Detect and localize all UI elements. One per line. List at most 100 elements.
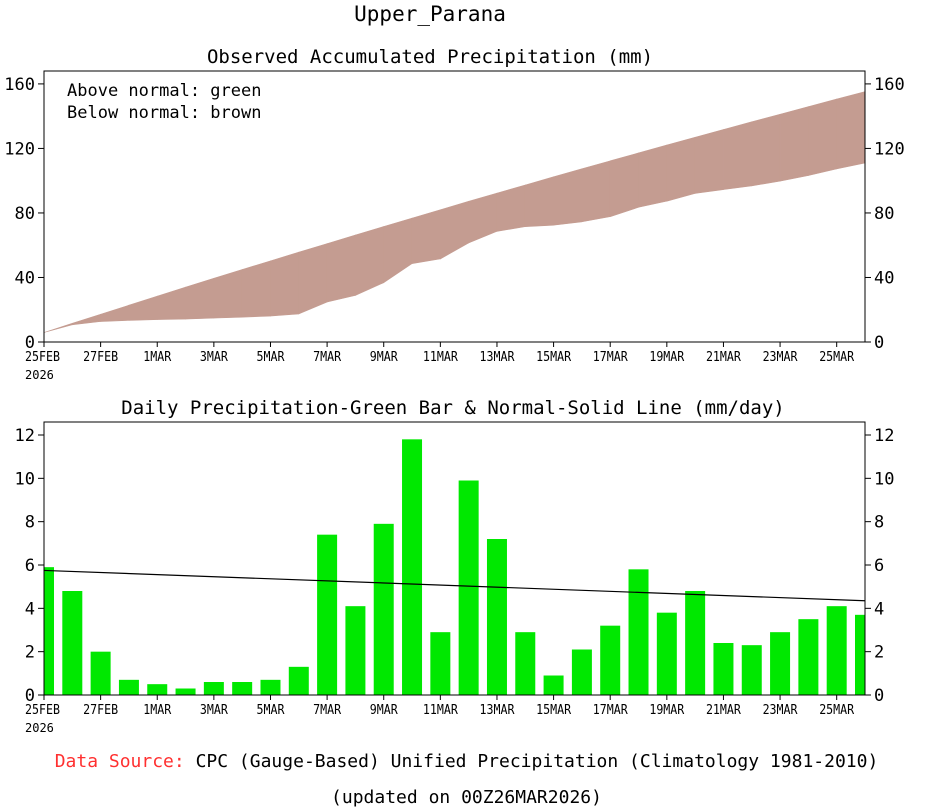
below-normal-area xyxy=(581,160,611,223)
daily-precip-bar xyxy=(62,591,83,695)
daily-precip-bar xyxy=(175,688,196,695)
daily-plot-area: 0 0 2 2 4 4 6 6 8 8 10 10 12 12 25FEB 27FEB 1MAR 3MAR 5MAR… xyxy=(15,421,894,718)
y-tick-label-right: 160 xyxy=(874,75,905,95)
normal-line xyxy=(43,569,866,602)
y-tick-label-right: 80 xyxy=(874,204,894,224)
y-tick-label-left: 80 xyxy=(15,204,35,224)
y-tick-label-left: 6 xyxy=(25,556,35,576)
below-normal-area xyxy=(808,98,837,176)
accumulated-plot-area: 0 0 40 40 80 80 120 120 160 160 25FEB 27FEB 1MAR 3MAR… xyxy=(4,70,905,365)
x-tick-label: 25FEB xyxy=(25,350,60,365)
daily-precip-bar xyxy=(486,539,507,695)
daily-precip-bar xyxy=(458,480,479,695)
y-tick-label-right: 4 xyxy=(874,599,884,619)
below-normal-area xyxy=(553,168,583,226)
y-tick-label-left: 2 xyxy=(25,643,35,663)
y-tick-label-left: 0 xyxy=(25,333,35,353)
daily-precip-bar xyxy=(855,614,865,695)
figure-title: Upper_Parana xyxy=(354,2,506,26)
below-normal-area xyxy=(638,144,668,208)
data-source-line: Data Source: CPC (Gauge-Based) Unified P… xyxy=(0,751,933,772)
daily-precip-bar xyxy=(232,682,253,695)
updated-line: (updated on 00Z26MAR2026) xyxy=(331,787,602,808)
daily-chart-title: Daily Precipitation-Green Bar & Normal-S… xyxy=(121,397,784,419)
y-tick-label-left: 120 xyxy=(4,139,35,159)
below-normal-area xyxy=(609,152,639,218)
daily-precip-bar xyxy=(571,649,592,695)
y-tick-label-right: 8 xyxy=(874,513,884,533)
daily-precip-bar xyxy=(317,534,338,695)
below-normal-area xyxy=(326,234,356,303)
daily-precip-bar xyxy=(430,632,451,695)
daily-precip-bar xyxy=(118,679,139,695)
x-tick-label: 25FEB xyxy=(25,703,60,718)
below-normal-area xyxy=(298,243,328,315)
daily-precip-bar xyxy=(543,675,564,695)
x-tick-label: 13MAR xyxy=(479,350,514,365)
x-tick-label: 21MAR xyxy=(706,703,741,718)
below-normal-area xyxy=(666,136,696,202)
below-normal-area xyxy=(213,269,243,319)
x-tick-label: 15MAR xyxy=(536,350,571,365)
x-year-label: 2026 xyxy=(25,368,54,382)
accumulated-chart-title: Observed Accumulated Precipitation (mm) xyxy=(207,46,653,68)
daily-precip-bar xyxy=(345,606,366,695)
x-tick-label: 13MAR xyxy=(479,703,514,718)
x-tick-label: 27FEB xyxy=(83,350,118,365)
below-normal-area xyxy=(156,286,186,320)
daily-precip-bar xyxy=(798,619,819,695)
daily-precip-bar xyxy=(628,569,649,695)
below-normal-area xyxy=(440,200,469,260)
daily-precip-bar xyxy=(713,643,734,695)
below-normal-area xyxy=(383,217,413,284)
below-normal-area xyxy=(751,113,781,187)
y-tick-label-left: 4 xyxy=(25,599,35,619)
daily-precip-bar xyxy=(90,651,111,695)
y-tick-label-right: 2 xyxy=(874,643,884,663)
x-tick-label: 17MAR xyxy=(593,350,628,365)
daily-precip-bar xyxy=(600,625,621,695)
x-year-label: 2026 xyxy=(25,721,54,735)
x-tick-label: 3MAR xyxy=(200,703,228,718)
daily-precip-bar xyxy=(402,439,423,695)
below-normal-area xyxy=(241,260,271,318)
x-tick-label: 3MAR xyxy=(200,350,228,365)
daily-precip-bar xyxy=(515,632,536,695)
below-normal-area xyxy=(355,226,385,296)
below-normal-area xyxy=(694,129,724,194)
x-tick-label: 21MAR xyxy=(706,350,741,365)
accumulated-chart: Observed Accumulated Precipitation (mm) … xyxy=(4,46,904,382)
below-normal-area xyxy=(836,91,866,170)
daily-precip-bar xyxy=(147,684,168,695)
legend-above-normal: Above normal: green xyxy=(67,81,261,101)
data-source-label: Data Source: xyxy=(54,751,185,772)
x-tick-label: 11MAR xyxy=(423,703,458,718)
x-tick-label: 23MAR xyxy=(763,703,798,718)
x-tick-label: 25MAR xyxy=(819,350,854,365)
below-normal-area xyxy=(411,209,441,264)
data-source-text: CPC (Gauge-Based) Unified Precipitation … xyxy=(184,751,879,772)
y-tick-label-right: 40 xyxy=(874,268,894,288)
x-tick-label: 23MAR xyxy=(763,350,798,365)
y-tick-label-left: 10 xyxy=(15,469,35,489)
x-tick-label: 5MAR xyxy=(256,703,284,718)
y-tick-label-left: 160 xyxy=(4,75,35,95)
daily-precip-bar xyxy=(288,666,309,695)
x-tick-label: 27FEB xyxy=(83,703,118,718)
y-tick-label-right: 120 xyxy=(874,139,905,159)
daily-precip-bar xyxy=(44,567,54,695)
below-normal-area xyxy=(72,313,101,326)
y-tick-label-left: 0 xyxy=(25,686,35,706)
x-tick-label: 15MAR xyxy=(536,703,571,718)
below-normal-area xyxy=(468,192,498,244)
below-normal-area xyxy=(100,304,130,322)
daily-precip-bar xyxy=(685,591,706,695)
x-tick-label: 25MAR xyxy=(819,703,854,718)
below-normal-area xyxy=(496,184,526,232)
x-tick-label: 7MAR xyxy=(313,350,341,365)
daily-precip-bar xyxy=(203,682,224,695)
below-normal-area xyxy=(128,295,158,321)
daily-precip-bar xyxy=(260,679,281,695)
x-tick-label: 9MAR xyxy=(370,703,398,718)
